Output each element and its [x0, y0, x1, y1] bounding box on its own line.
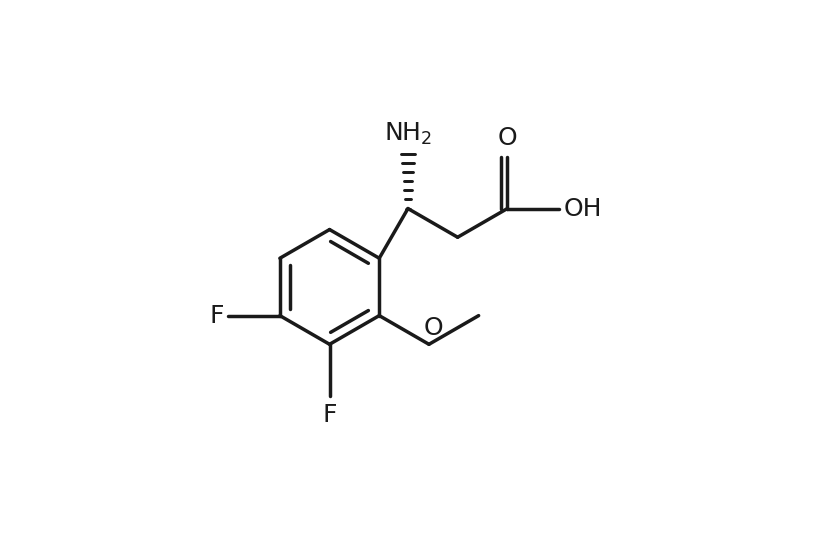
Text: NH$_2$: NH$_2$ — [384, 121, 432, 147]
Text: O: O — [424, 316, 443, 340]
Text: OH: OH — [563, 197, 602, 221]
Text: F: F — [209, 304, 224, 328]
Text: F: F — [322, 402, 337, 427]
Text: O: O — [498, 126, 517, 150]
